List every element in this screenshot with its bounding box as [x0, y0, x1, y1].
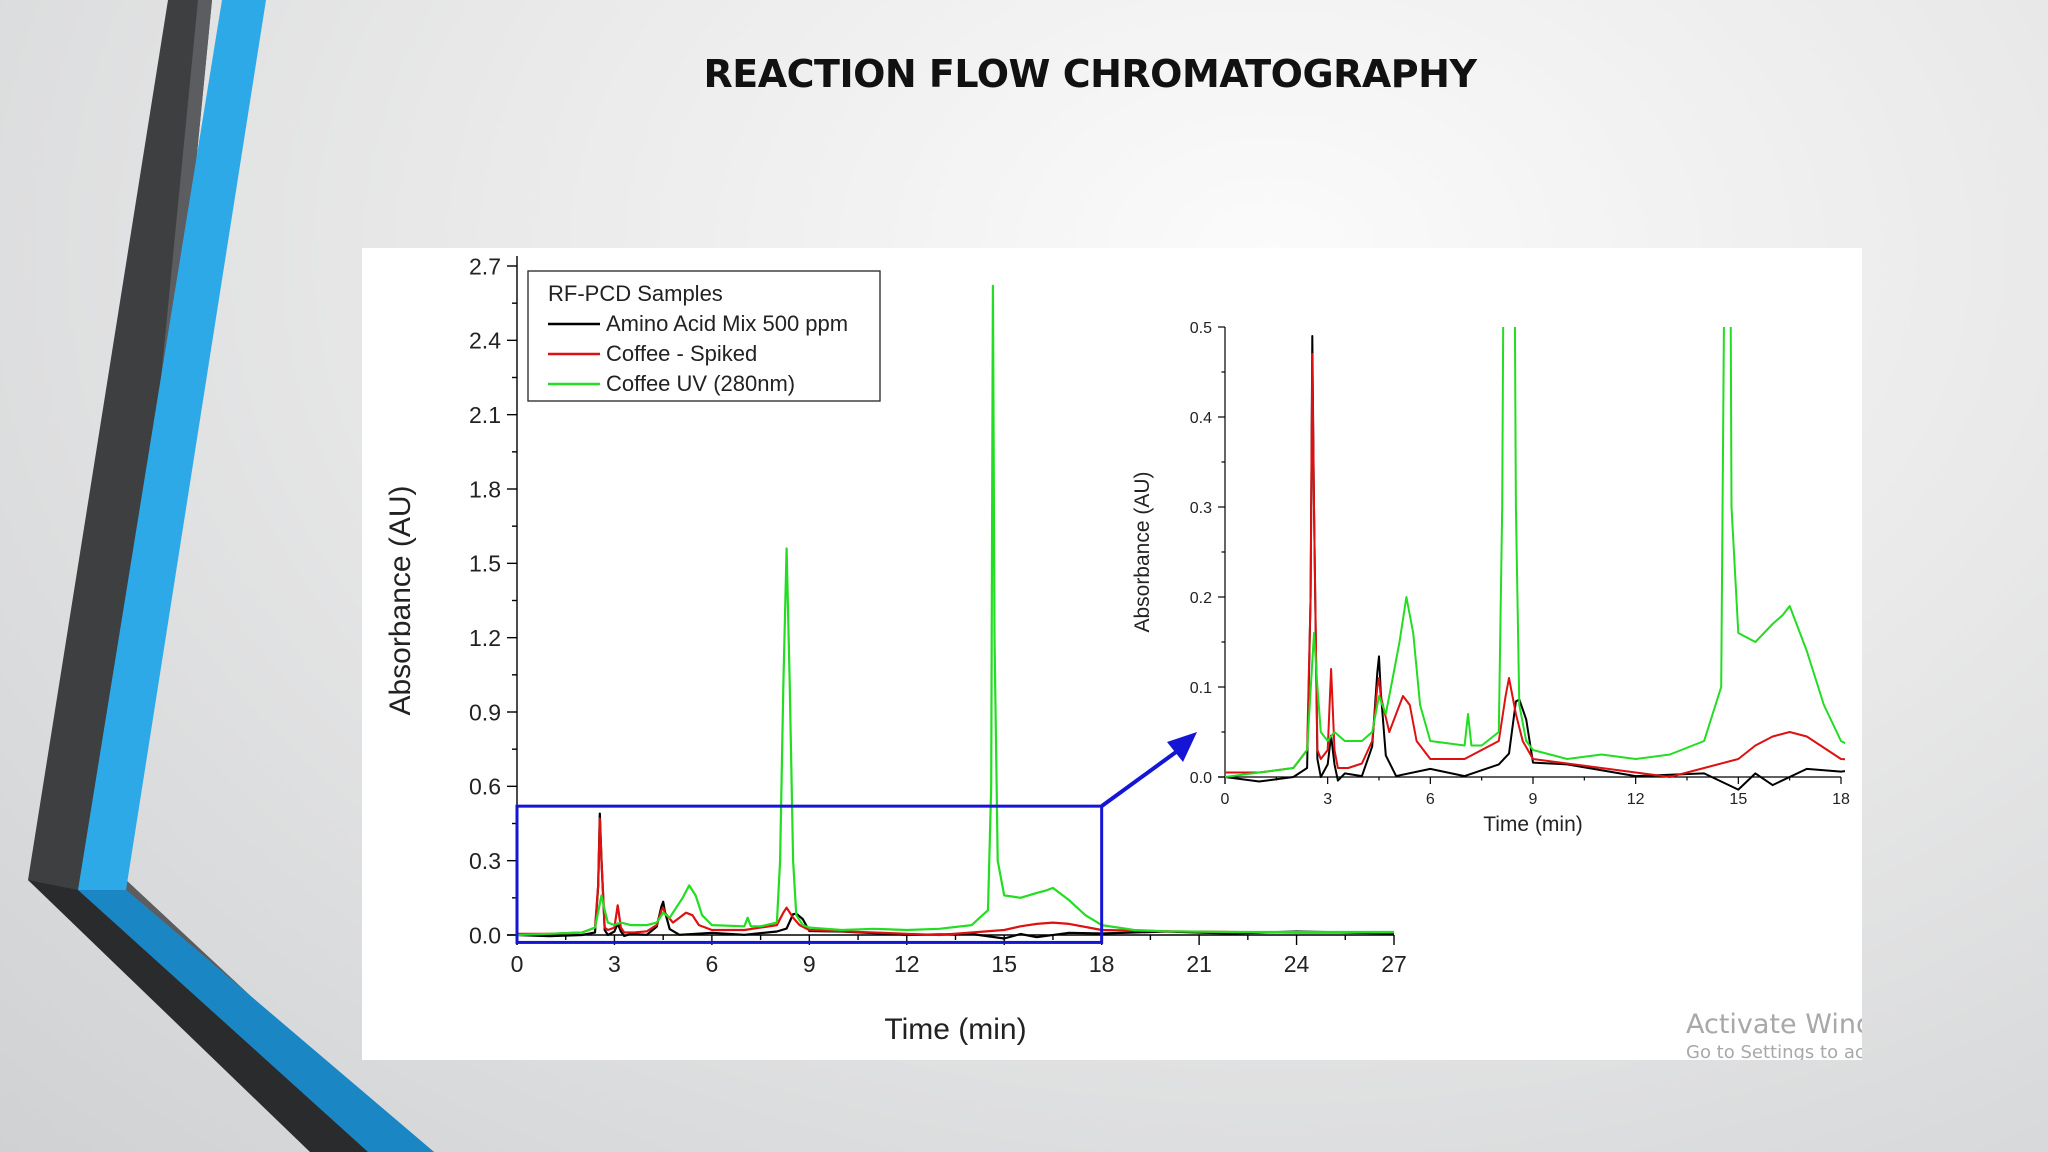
- main-y-tick-label: 0.9: [469, 699, 501, 725]
- main-y-tick-label: 1.8: [469, 476, 501, 502]
- main-axes: 0.0 0.3 0.6 0.9 1.2 1.5 1.8 2.1 2.4 2.7 0 3 6 9 12 15 18…: [384, 253, 1407, 1046]
- inset-y-tick-label: 0.2: [1190, 590, 1212, 607]
- legend: RF-PCD Samples Amino Acid Mix 500 ppm Coff…: [527, 270, 881, 402]
- legend-entry-0: Amino Acid Mix 500 ppm: [606, 311, 848, 336]
- main-y-tick-label: 0.0: [469, 922, 501, 948]
- activation-watermark: Activate Windows Go to Settings to activ…: [1686, 1008, 1862, 1060]
- inset-x-axis-title: Time (min): [1483, 813, 1583, 836]
- chromatogram-figure: 0.0 0.3 0.6 0.9 1.2 1.5 1.8 2.1 2.4 2.7 0 3 6 9 12 15 18…: [384, 253, 1850, 1046]
- main-x-tick-label: 27: [1381, 951, 1407, 977]
- main-x-tick-label: 0: [511, 951, 524, 977]
- main-y-axis-title: Absorbance (AU): [384, 485, 417, 715]
- legend-box: [527, 270, 881, 402]
- inset-y-tick-label: 0.3: [1190, 500, 1212, 517]
- main-y-tick-label: 0.6: [469, 774, 501, 800]
- inset-series-group: [1225, 327, 1845, 791]
- inset-axes: 0.0 0.1 0.2 0.3 0.4 0.5 0 3 6 9 12 15 18 Time (min) Ab…: [1131, 320, 1850, 836]
- inset-x-tick-label: 3: [1323, 791, 1332, 808]
- inset-y-tick-label: 0.1: [1190, 680, 1212, 697]
- inset-x-tick-label: 6: [1426, 791, 1435, 808]
- main-x-tick-label: 15: [991, 951, 1017, 977]
- main-x-tick-label: 6: [705, 951, 718, 977]
- slide-title: REACTION FLOW CHROMATOGRAPHY: [703, 52, 1477, 96]
- main-x-tick-label: 12: [894, 951, 920, 977]
- inset-x-tick-label: 15: [1729, 791, 1747, 808]
- zoom-arrow-line: [1100, 742, 1189, 808]
- zoom-arrow-head: [1167, 732, 1197, 762]
- main-series-line-1: [517, 817, 1394, 937]
- inset-x-tick-label: 0: [1221, 791, 1230, 808]
- inset-x-tick-label: 12: [1627, 791, 1645, 808]
- inset-y-tick-label: 0.5: [1190, 320, 1212, 337]
- dark-stripe-lower: [28, 880, 368, 1152]
- main-x-tick-label: 18: [1089, 951, 1115, 977]
- blue-stripe-lower: [78, 890, 434, 1152]
- main-series-group: [517, 284, 1395, 940]
- watermark-line1: Activate Windows: [1686, 1009, 1862, 1040]
- inset-y-tick-label: 0.0: [1190, 770, 1212, 787]
- main-series-line-0: [517, 812, 1395, 940]
- main-x-tick-label: 24: [1284, 951, 1310, 977]
- main-series-line-2: [517, 284, 1394, 937]
- inset-x-tick-label: 18: [1832, 791, 1850, 808]
- inset-x-tick-label: 9: [1529, 791, 1538, 808]
- legend-entry-1: Coffee - Spiked: [606, 341, 757, 366]
- inset-y-tick-label: 0.4: [1190, 410, 1212, 427]
- chart-panel: 0.0 0.3 0.6 0.9 1.2 1.5 1.8 2.1 2.4 2.7 0 3 6 9 12 15 18…: [362, 248, 1862, 1060]
- legend-title: RF-PCD Samples: [548, 281, 723, 306]
- main-x-tick-label: 9: [803, 951, 816, 977]
- main-y-tick-label: 2.1: [469, 402, 501, 428]
- inset-series-line-1: [1225, 353, 1845, 778]
- main-x-tick-label: 3: [608, 951, 621, 977]
- main-y-tick-label: 2.7: [469, 253, 501, 279]
- inset-series-line-2: [1225, 327, 1845, 778]
- main-x-axis-title: Time (min): [884, 1013, 1026, 1046]
- main-y-tick-label: 2.4: [469, 328, 501, 354]
- main-y-tick-label: 1.2: [469, 625, 501, 651]
- inset-y-axis-title: Absorbance (AU): [1131, 471, 1154, 632]
- main-x-tick-label: 21: [1186, 951, 1212, 977]
- zoom-box: [515, 804, 1104, 944]
- main-y-tick-label: 1.5: [469, 551, 501, 577]
- legend-entry-2: Coffee UV (280nm): [606, 371, 795, 396]
- main-y-tick-label: 0.3: [469, 848, 501, 874]
- blue-stripe: [78, 0, 434, 1152]
- watermark-line2: Go to Settings to activate Windows.: [1686, 1042, 1862, 1060]
